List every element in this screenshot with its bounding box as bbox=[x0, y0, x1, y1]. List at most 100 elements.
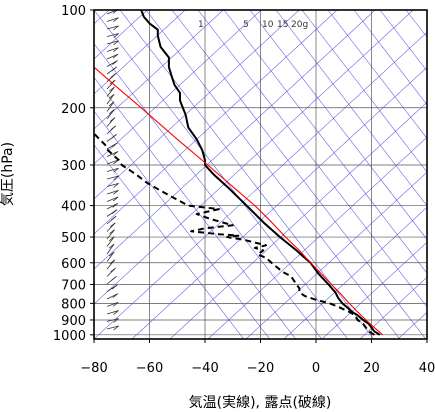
mixing-ratio-label: 10 bbox=[262, 20, 274, 30]
y-tick-label: 200 bbox=[61, 102, 86, 117]
wind-barb bbox=[109, 79, 116, 85]
wind-barb bbox=[106, 47, 119, 52]
wind-barb bbox=[106, 40, 119, 45]
series-lines bbox=[94, 10, 383, 336]
adiabat-line bbox=[249, 10, 427, 240]
wind-barb bbox=[106, 151, 119, 157]
adiabat-line bbox=[275, 10, 427, 207]
wind-barb bbox=[112, 196, 119, 202]
wind-barb bbox=[106, 94, 115, 105]
temperature-line bbox=[140, 10, 381, 336]
wind-barb bbox=[110, 267, 116, 273]
wind-barb bbox=[112, 203, 118, 208]
dewpoint-line bbox=[94, 132, 375, 336]
wind-barb bbox=[110, 215, 117, 221]
wind-barb bbox=[111, 133, 117, 139]
x-tick-label: 20 bbox=[363, 361, 380, 376]
wind-barb bbox=[106, 251, 115, 262]
mixing-ratio-labels: 1 5 10 15 20g bbox=[198, 20, 308, 30]
wind-barb bbox=[109, 86, 115, 92]
wind-barb bbox=[108, 93, 115, 99]
wind-barb bbox=[113, 33, 119, 38]
wind-barb bbox=[112, 301, 119, 307]
wind-barb bbox=[106, 86, 115, 97]
mixing-ratio-label: 5 bbox=[243, 20, 249, 30]
wind-barb bbox=[106, 318, 119, 322]
wind-barb bbox=[106, 25, 119, 30]
wind-barb bbox=[110, 125, 116, 131]
wind-barb bbox=[113, 159, 119, 165]
wind-barb bbox=[106, 189, 119, 195]
x-tick-label: −60 bbox=[136, 361, 163, 376]
wind-barb bbox=[106, 109, 115, 120]
wind-barb bbox=[112, 151, 119, 156]
y-tick-label: 600 bbox=[61, 257, 86, 272]
isotherm-line bbox=[397, 311, 427, 339]
wind-barb bbox=[113, 318, 119, 323]
adiabat-line bbox=[301, 10, 427, 173]
adiabat-line bbox=[145, 10, 401, 339]
wind-barb bbox=[106, 229, 115, 240]
wind-barb bbox=[108, 251, 115, 257]
wind-barb bbox=[109, 259, 116, 265]
isotherm-line bbox=[94, 10, 300, 200]
adiabat-line bbox=[94, 110, 271, 339]
wind-barb bbox=[106, 301, 119, 307]
wind-barb bbox=[106, 196, 119, 202]
x-axis-title: 気温(実線), 露点(破線) bbox=[189, 395, 332, 411]
x-tick-label: −80 bbox=[80, 361, 107, 376]
adiabat-line bbox=[94, 76, 297, 339]
wind-barb bbox=[111, 209, 118, 215]
grid-lines bbox=[94, 10, 427, 339]
adiabat-line bbox=[223, 10, 427, 274]
isotherm-line bbox=[94, 10, 186, 95]
y-tick-label: 400 bbox=[61, 200, 86, 215]
isotherm-line bbox=[94, 10, 110, 25]
x-tick-label: 40 bbox=[419, 361, 435, 376]
wind-barb bbox=[106, 33, 119, 37]
isotherm-line bbox=[94, 10, 224, 130]
adiabat-line bbox=[197, 10, 427, 308]
wind-barb bbox=[113, 175, 119, 181]
x-tick-label: −20 bbox=[247, 361, 274, 376]
wind-barb bbox=[110, 222, 116, 228]
y-tick-label: 900 bbox=[61, 314, 86, 329]
mixing-ratio-label: 20g bbox=[291, 20, 308, 30]
wind-barb bbox=[113, 190, 119, 195]
wind-barb bbox=[112, 142, 118, 148]
adiabat-line bbox=[94, 10, 349, 339]
wind-barb bbox=[106, 293, 118, 300]
parcel-line bbox=[94, 66, 383, 336]
y-tick-label: 100 bbox=[61, 4, 86, 19]
wind-barb bbox=[112, 60, 118, 65]
wind-barb bbox=[106, 175, 119, 180]
wind-barb bbox=[106, 167, 119, 172]
wind-barb bbox=[111, 276, 117, 281]
wind-barb bbox=[106, 159, 119, 165]
adiabat-line bbox=[94, 43, 323, 339]
wind-barb bbox=[113, 17, 119, 23]
x-tick-label: −40 bbox=[191, 361, 218, 376]
wind-barb bbox=[108, 236, 115, 242]
wind-barb bbox=[113, 25, 119, 31]
mixing-ratio-label: 15 bbox=[277, 20, 288, 30]
wind-barb bbox=[109, 229, 115, 235]
wind-barb bbox=[106, 101, 115, 112]
wind-barb bbox=[111, 284, 118, 290]
wind-barb bbox=[109, 109, 115, 114]
y-tick-label: 1000 bbox=[53, 329, 86, 344]
wind-barb bbox=[111, 66, 117, 72]
wind-barb bbox=[106, 310, 119, 315]
wind-barb bbox=[112, 53, 119, 59]
wind-barb bbox=[113, 183, 119, 188]
y-tick-label: 700 bbox=[61, 279, 86, 294]
wind-barb bbox=[109, 117, 116, 122]
wind-barb bbox=[113, 325, 119, 331]
isotherm-line bbox=[94, 31, 427, 339]
wind-barb bbox=[112, 293, 119, 299]
wind-barbs bbox=[106, 8, 119, 331]
adiabat-line bbox=[327, 10, 427, 139]
isotherm-line bbox=[94, 10, 338, 235]
